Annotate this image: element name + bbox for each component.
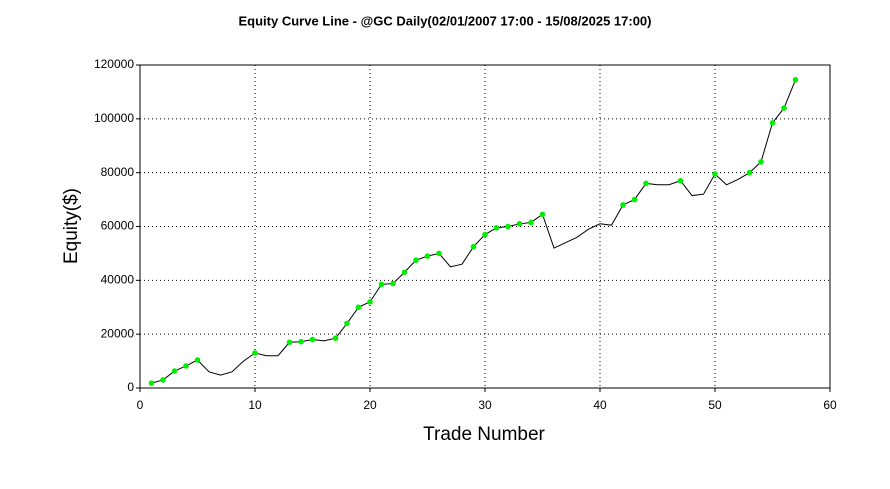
- equity-high-marker: [252, 350, 258, 356]
- y-tick-label: 40000: [101, 273, 135, 287]
- y-tick-label: 80000: [101, 165, 135, 179]
- equity-high-marker: [792, 77, 799, 83]
- x-tick-label: 60: [823, 398, 837, 412]
- equity-high-marker: [298, 338, 304, 345]
- equity-high-marker: [160, 377, 166, 383]
- x-axis-label: Trade Number: [423, 424, 545, 445]
- equity-high-marker: [482, 231, 488, 238]
- y-tick-label: 60000: [101, 219, 135, 233]
- equity-high-marker: [378, 281, 385, 288]
- equity-high-marker: [390, 280, 396, 287]
- y-tick-label: 20000: [101, 326, 135, 340]
- equity-high-marker: [758, 159, 764, 165]
- equity-high-marker: [516, 221, 523, 227]
- x-tick-label: 30: [478, 398, 492, 412]
- equity-high-marker: [493, 225, 500, 231]
- x-tick-label: 50: [708, 398, 722, 412]
- y-axis-label: Equity($): [61, 188, 82, 264]
- x-tick-label: 20: [363, 398, 377, 412]
- equity-high-marker: [424, 253, 431, 259]
- equity-high-marker: [677, 177, 684, 184]
- equity-high-marker: [470, 243, 477, 250]
- equity-high-marker: [286, 339, 293, 346]
- y-tick-label: 0: [127, 380, 134, 394]
- equity-high-marker: [344, 320, 350, 327]
- equity-high-marker: [528, 219, 534, 226]
- equity-high-marker: [401, 269, 408, 276]
- equity-high-marker: [183, 363, 189, 369]
- equity-high-marker: [309, 336, 316, 343]
- plot-frame: [139, 64, 831, 389]
- equity-high-marker: [355, 304, 362, 311]
- equity-high-marker: [332, 335, 339, 342]
- equity-high-marker: [539, 211, 546, 218]
- equity-high-marker: [643, 180, 649, 187]
- x-tick-label: 0: [137, 398, 144, 412]
- equity-high-marker: [171, 368, 178, 374]
- equity-line: [151, 79, 796, 384]
- equity-high-marker: [148, 380, 155, 386]
- equity-high-marker: [194, 357, 201, 363]
- chart-title: Equity Curve Line - @GC Daily(02/01/2007…: [239, 13, 652, 28]
- equity-high-marker: [367, 299, 373, 305]
- equity-high-marker: [631, 196, 638, 203]
- y-tick-label: 120000: [94, 57, 134, 71]
- equity-high-marker: [769, 120, 776, 126]
- equity-high-marker: [620, 202, 626, 208]
- x-tick-label: 10: [248, 398, 262, 412]
- y-tick-label: 100000: [94, 111, 134, 125]
- equity-high-marker: [712, 171, 718, 177]
- equity-high-marker: [505, 223, 511, 230]
- equity-high-marker: [436, 250, 442, 257]
- equity-high-marker: [746, 169, 753, 176]
- equity-high-marker: [413, 257, 419, 263]
- equity-high-marker: [781, 105, 787, 111]
- x-tick-label: 40: [593, 398, 607, 412]
